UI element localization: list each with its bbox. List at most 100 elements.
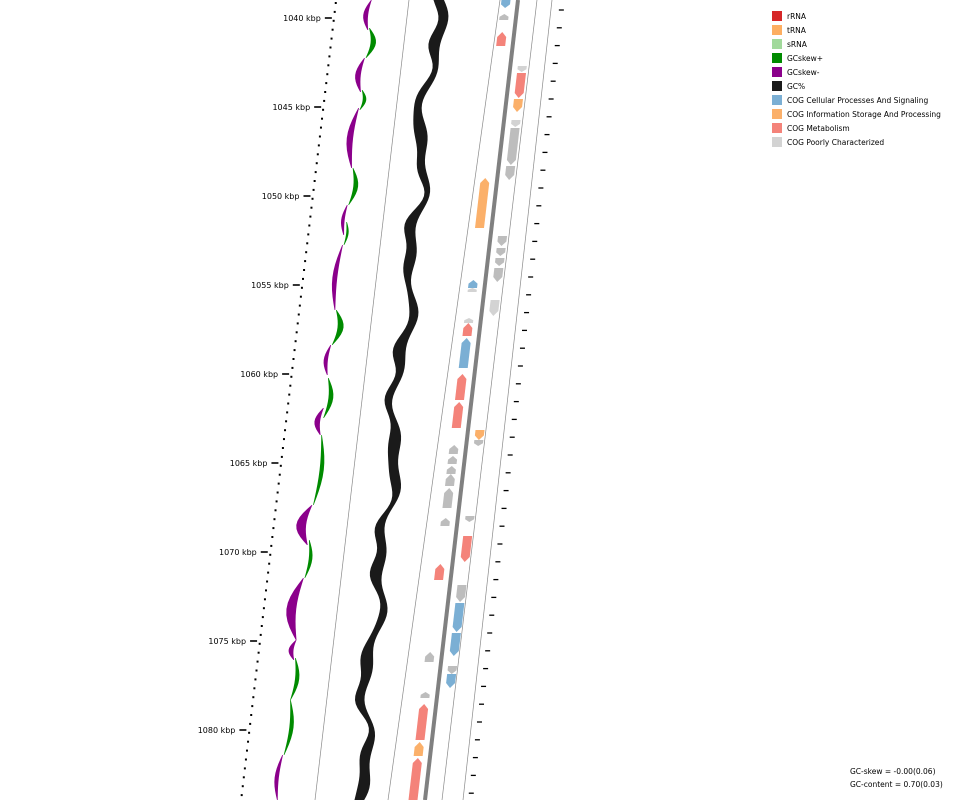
cog-feature-1 — [500, 0, 511, 8]
minor-tick-dot — [281, 447, 284, 449]
minor-tick-dot — [257, 651, 260, 654]
minor-tick-dot — [245, 749, 248, 752]
minor-tick-dot — [296, 322, 299, 325]
minor-tick-dot — [266, 580, 269, 583]
minor-tick-dot — [289, 384, 292, 387]
legend-swatch-gcskew-plus — [772, 53, 782, 63]
minor-tick-dot — [325, 82, 328, 85]
minor-tick-dot — [315, 162, 318, 165]
legend-item-gcskew-plus: GCskew+ — [772, 51, 941, 65]
cog-feature-31 — [440, 518, 450, 526]
minor-tick-dot — [302, 277, 304, 280]
legend-label-cog-metabolism: COG Metabolism — [787, 123, 850, 133]
minor-tick-dot — [254, 678, 257, 681]
minor-tick-dot — [300, 286, 303, 289]
cog-feature-30 — [465, 516, 475, 522]
gc-skew-segment-7 — [340, 205, 348, 235]
minor-tick-dot — [252, 696, 255, 699]
cog-feature-10 — [475, 178, 490, 228]
minor-tick-dot — [247, 740, 250, 743]
cog-feature-25 — [448, 445, 459, 454]
gc-skew-segment-14 — [313, 435, 325, 505]
gc-skew-track — [274, 0, 376, 800]
gc-content-stat: GC-content = 0.70(0.03) — [850, 780, 943, 789]
minor-tick-dot — [307, 233, 310, 236]
gc-skew-segment-19 — [290, 658, 300, 700]
tick-label-4: 1055 kbp — [251, 281, 289, 290]
gc-skew-segment-18 — [288, 640, 297, 660]
cog-feature-38 — [447, 666, 458, 674]
gc-skew-segment-21 — [274, 755, 283, 800]
minor-tick-dot — [284, 429, 287, 432]
minor-tick-dot — [277, 482, 280, 485]
legend-swatch-rrna — [772, 11, 782, 21]
minor-tick-dot — [273, 518, 276, 521]
legend-label-trna: tRNA — [787, 25, 806, 35]
legend: rRNA tRNA sRNA GCskew+ GCskew- GC% COG C… — [772, 9, 941, 149]
gc-skew-segment-1 — [363, 0, 372, 30]
legend-item-cog-cellular: COG Cellular Processes And Signaling — [772, 93, 941, 107]
minor-tick-dot — [267, 571, 270, 574]
minor-tick-dot — [308, 224, 311, 227]
minor-tick-dot — [259, 633, 262, 636]
minor-tick-dot — [329, 46, 332, 49]
cog-feature-3 — [496, 32, 507, 46]
minor-tick-dot — [299, 295, 302, 298]
minor-tick-dot — [279, 464, 282, 467]
minor-tick-dot — [244, 758, 247, 761]
minor-tick-dot — [242, 776, 245, 779]
track-guide-lines — [314, 0, 553, 800]
guide-line-2 — [387, 0, 501, 800]
minor-tick-dot — [282, 438, 285, 441]
guide-line-3 — [441, 0, 538, 800]
minor-tick-dot — [249, 722, 252, 725]
minor-tick-dot — [303, 269, 306, 271]
gc-skew-segment-9 — [331, 245, 343, 310]
cog-feature-23 — [474, 430, 485, 440]
cog-feature-41 — [415, 704, 429, 740]
stats-summary: GC-skew = -0.00(0.06) GC-content = 0.70(… — [850, 765, 943, 791]
minor-tick-dot — [298, 304, 301, 307]
cog-feature-6 — [513, 99, 523, 112]
cog-feature-39 — [446, 674, 457, 688]
legend-swatch-srna — [772, 39, 782, 49]
minor-tick-dot — [269, 553, 272, 556]
gc-skew-segment-8 — [343, 222, 349, 245]
minor-tick-dot — [241, 785, 244, 788]
position-scale: 1040 kbp 1045 kbp 1050 kbp 1055 kbp 1060 kbp… — [198, 14, 332, 735]
minor-tick-dot — [291, 366, 294, 369]
cog-feature-7 — [511, 120, 521, 127]
gc-skew-segment-11 — [323, 345, 332, 375]
minor-tick-dot — [250, 714, 253, 716]
tick-label-8: 1075 kbp — [208, 637, 246, 646]
minor-tick-dot — [305, 251, 308, 254]
cog-feature-13 — [495, 258, 505, 266]
cog-feature-27 — [446, 466, 456, 474]
legend-label-rrna: rRNA — [787, 11, 807, 21]
cog-feature-35 — [452, 603, 465, 632]
cog-feature-17 — [489, 300, 500, 316]
cog-feature-2 — [499, 14, 509, 20]
minor-tick-dot — [292, 358, 295, 360]
cog-feature-5 — [514, 73, 527, 98]
minor-tick-dot — [330, 37, 333, 40]
gc-skew-segment-17 — [286, 578, 304, 640]
minor-tick-dot — [293, 349, 296, 352]
minor-tick-dot — [274, 509, 277, 512]
minor-tick-dot — [311, 197, 314, 200]
cog-feature-34 — [456, 585, 467, 602]
minor-tick-dot — [272, 527, 275, 530]
cog-feature-33 — [434, 564, 445, 580]
cog-feature-20 — [458, 338, 471, 368]
guide-line-4 — [462, 0, 553, 800]
minor-tick-dot — [317, 144, 320, 147]
cog-feature-4 — [517, 66, 527, 72]
minor-tick-dot — [243, 767, 246, 770]
cog-feature-37 — [424, 652, 435, 662]
minor-tick-dot — [286, 411, 289, 414]
minor-tick-dot — [297, 313, 300, 316]
cog-feature-12 — [496, 248, 506, 256]
cog-feature-22 — [451, 402, 464, 428]
minor-tick-dot — [271, 536, 274, 538]
